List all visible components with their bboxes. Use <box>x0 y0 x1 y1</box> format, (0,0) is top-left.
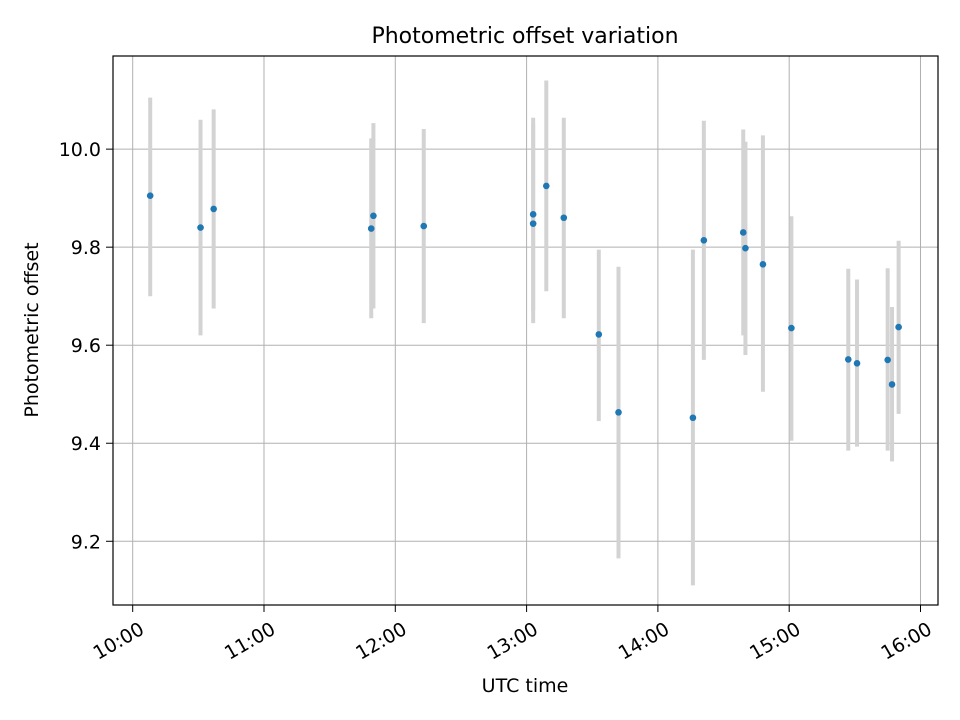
y-tick-label: 9.8 <box>71 237 101 259</box>
y-tick-label: 9.2 <box>71 531 101 553</box>
data-point <box>759 261 767 268</box>
y-tick-label: 9.6 <box>71 335 101 357</box>
data-point <box>370 212 377 220</box>
data-points <box>146 182 902 422</box>
data-point <box>615 409 622 416</box>
data-point <box>884 356 891 364</box>
y-axis-ticks: 9.2 9.4 9.6 9.8 10.0 <box>59 139 113 553</box>
y-axis-label: Photometric offset <box>21 242 43 417</box>
data-point <box>888 381 896 388</box>
data-point <box>853 360 861 367</box>
data-point <box>844 356 852 363</box>
data-point <box>595 331 603 338</box>
data-point <box>210 205 217 213</box>
y-tick-label: 10.0 <box>59 139 101 161</box>
data-point <box>197 224 204 231</box>
data-point <box>529 220 537 227</box>
data-point <box>739 229 747 236</box>
data-point <box>146 192 154 200</box>
data-point <box>895 323 902 331</box>
data-point <box>788 324 795 332</box>
x-axis-label: UTC time <box>482 675 569 697</box>
data-point <box>542 182 550 190</box>
data-point <box>420 222 428 230</box>
data-point <box>742 244 749 252</box>
data-point <box>689 414 697 422</box>
data-point <box>700 237 708 244</box>
y-tick-label: 9.4 <box>71 433 101 455</box>
chart-title: Photometric offset variation <box>371 24 678 49</box>
data-point <box>529 211 537 218</box>
data-point <box>560 214 568 222</box>
data-point <box>367 225 375 232</box>
plot-frame <box>112 55 939 606</box>
